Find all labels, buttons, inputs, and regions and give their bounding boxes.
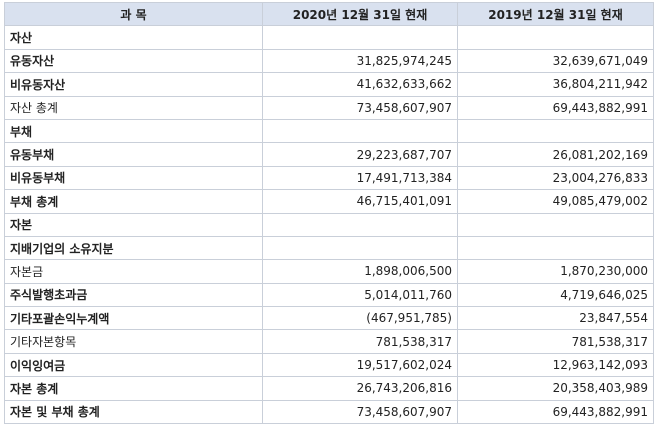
table-row: 자산 총계 73,458,607,907 69,443,882,991 [4,95,654,120]
value-2019: 1,870,230,000 [457,259,654,284]
table-row: 자산 [4,25,654,50]
row-label: 비유동부채 [4,165,263,191]
value-2019: 781,538,317 [457,329,654,354]
value-2020: 31,825,974,245 [262,48,458,74]
table-row: 자본 및 부채 총계 73,458,607,907 69,443,882,991 [4,399,654,425]
table-row: 유동부채 29,223,687,707 26,081,202,169 [4,142,654,167]
value-2020: 73,458,607,907 [262,95,458,120]
value-2019: 4,719,646,025 [457,282,654,308]
row-label: 유동부채 [4,142,263,167]
header-2020: 2020년 12월 31일 현재 [262,1,458,27]
row-label: 부채 총계 [4,189,263,214]
row-label: 자본 및 부채 총계 [4,399,263,425]
value-2019: 20,358,403,989 [457,376,654,401]
value-2020: 781,538,317 [262,329,458,354]
table-row: 부채 [4,118,654,144]
value-2019: 32,639,671,049 [457,48,654,74]
value-2019: 23,847,554 [457,306,654,331]
row-label: 이익잉여금 [4,352,263,378]
header-2019: 2019년 12월 31일 현재 [457,1,654,27]
value-2020 [262,25,458,50]
table-row: 주식발행초과금 5,014,011,760 4,719,646,025 [4,282,654,308]
value-2020: 46,715,401,091 [262,189,458,214]
table-header-row: 과 목 2020년 12월 31일 현재 2019년 12월 31일 현재 [4,1,654,27]
row-label: 자본 총계 [4,376,263,401]
row-label: 기타자본항목 [4,329,263,354]
row-label: 유동자산 [4,48,263,74]
table-row: 비유동자산 41,632,633,662 36,804,211,942 [4,72,654,97]
row-label: 비유동자산 [4,72,263,97]
value-2019: 49,085,479,002 [457,189,654,214]
table-row: 부채 총계 46,715,401,091 49,085,479,002 [4,189,654,214]
value-2020: 29,223,687,707 [262,142,458,167]
table-row: 지배기업의 소유지분 [4,235,654,261]
value-2020: 26,743,206,816 [262,376,458,401]
table-row: 기타포괄손익누계액 (467,951,785) 23,847,554 [4,306,654,331]
value-2020: 19,517,602,024 [262,352,458,378]
value-2020 [262,235,458,261]
value-2019: 69,443,882,991 [457,399,654,425]
row-label: 자본금 [4,259,263,284]
row-label: 자산 총계 [4,95,263,120]
row-label: 지배기업의 소유지분 [4,235,263,261]
table-row: 이익잉여금 19,517,602,024 12,963,142,093 [4,352,654,378]
value-2020 [262,212,458,237]
value-2020: 17,491,713,384 [262,165,458,191]
value-2019: 12,963,142,093 [457,352,654,378]
table-row: 기타자본항목 781,538,317 781,538,317 [4,329,654,354]
table-row: 자본금 1,898,006,500 1,870,230,000 [4,259,654,284]
value-2019: 26,081,202,169 [457,142,654,167]
table-row: 자본 [4,212,654,237]
value-2020: 1,898,006,500 [262,259,458,284]
table-row: 자본 총계 26,743,206,816 20,358,403,989 [4,376,654,401]
value-2019: 36,804,211,942 [457,72,654,97]
table-row: 비유동부채 17,491,713,384 23,004,276,833 [4,165,654,191]
row-label: 주식발행초과금 [4,282,263,308]
value-2020: (467,951,785) [262,306,458,331]
financial-statement-table: 과 목 2020년 12월 31일 현재 2019년 12월 31일 현재 자산… [4,1,654,425]
value-2020: 41,632,633,662 [262,72,458,97]
row-label: 기타포괄손익누계액 [4,306,263,331]
value-2020: 5,014,011,760 [262,282,458,308]
table-row: 유동자산 31,825,974,245 32,639,671,049 [4,48,654,74]
row-label: 자본 [4,212,263,237]
value-2020 [262,118,458,144]
value-2019 [457,25,654,50]
value-2019 [457,235,654,261]
value-2019: 69,443,882,991 [457,95,654,120]
header-subject: 과 목 [4,1,263,27]
value-2019 [457,118,654,144]
row-label: 자산 [4,25,263,50]
value-2019 [457,212,654,237]
value-2020: 73,458,607,907 [262,399,458,425]
row-label: 부채 [4,118,263,144]
value-2019: 23,004,276,833 [457,165,654,191]
